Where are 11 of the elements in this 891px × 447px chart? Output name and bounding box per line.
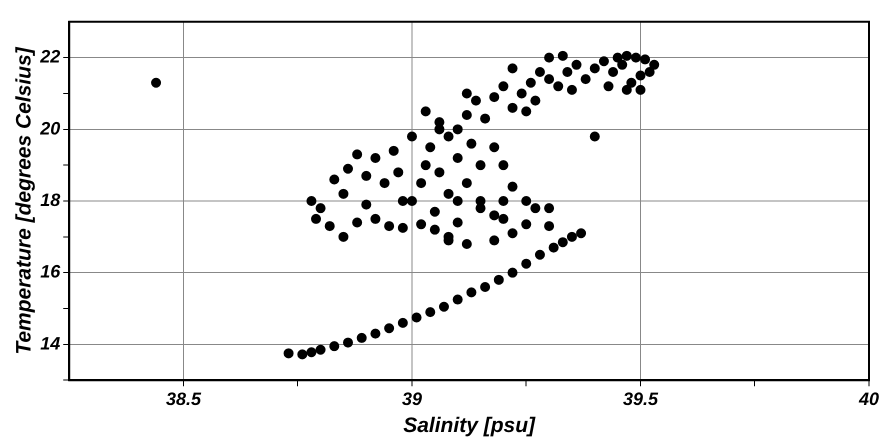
y-tick-label: 18 <box>40 190 60 210</box>
x-tick-label: 38.5 <box>166 388 202 409</box>
y-tick-label: 16 <box>40 262 62 282</box>
x-axis-title: Salinity [psu] <box>403 414 536 438</box>
y-tick-label: 20 <box>39 118 60 138</box>
y-axis-title: Temperature [degrees Celsius] <box>12 46 36 355</box>
x-tick-label: 39.5 <box>622 388 659 409</box>
y-tick-label: 14 <box>40 333 60 354</box>
x-tick-label: 39 <box>402 388 422 409</box>
x-tick-label: 40 <box>858 388 880 409</box>
y-tick-label: 22 <box>39 46 60 67</box>
